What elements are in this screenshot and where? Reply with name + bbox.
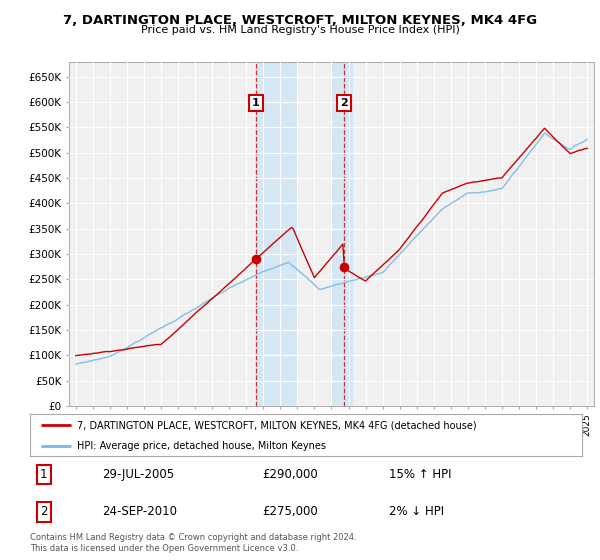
Text: 2: 2: [340, 98, 348, 108]
Text: 24-SEP-2010: 24-SEP-2010: [102, 505, 177, 518]
Text: 15% ↑ HPI: 15% ↑ HPI: [389, 468, 451, 481]
Text: Contains HM Land Registry data © Crown copyright and database right 2024.
This d: Contains HM Land Registry data © Crown c…: [30, 533, 356, 553]
Text: 2% ↓ HPI: 2% ↓ HPI: [389, 505, 444, 518]
Text: £290,000: £290,000: [262, 468, 317, 481]
Text: 7, DARTINGTON PLACE, WESTCROFT, MILTON KEYNES, MK4 4FG (detached house): 7, DARTINGTON PLACE, WESTCROFT, MILTON K…: [77, 421, 476, 430]
Text: 1: 1: [252, 98, 260, 108]
Bar: [331, 62, 352, 406]
Text: £275,000: £275,000: [262, 505, 317, 518]
Text: 7, DARTINGTON PLACE, WESTCROFT, MILTON KEYNES, MK4 4FG: 7, DARTINGTON PLACE, WESTCROFT, MILTON K…: [63, 14, 537, 27]
Text: HPI: Average price, detached house, Milton Keynes: HPI: Average price, detached house, Milt…: [77, 441, 326, 451]
Text: 1: 1: [40, 468, 47, 481]
Text: Price paid vs. HM Land Registry's House Price Index (HPI): Price paid vs. HM Land Registry's House …: [140, 25, 460, 35]
Text: 2: 2: [40, 505, 47, 518]
Text: 29-JUL-2005: 29-JUL-2005: [102, 468, 174, 481]
Bar: [256, 62, 298, 406]
